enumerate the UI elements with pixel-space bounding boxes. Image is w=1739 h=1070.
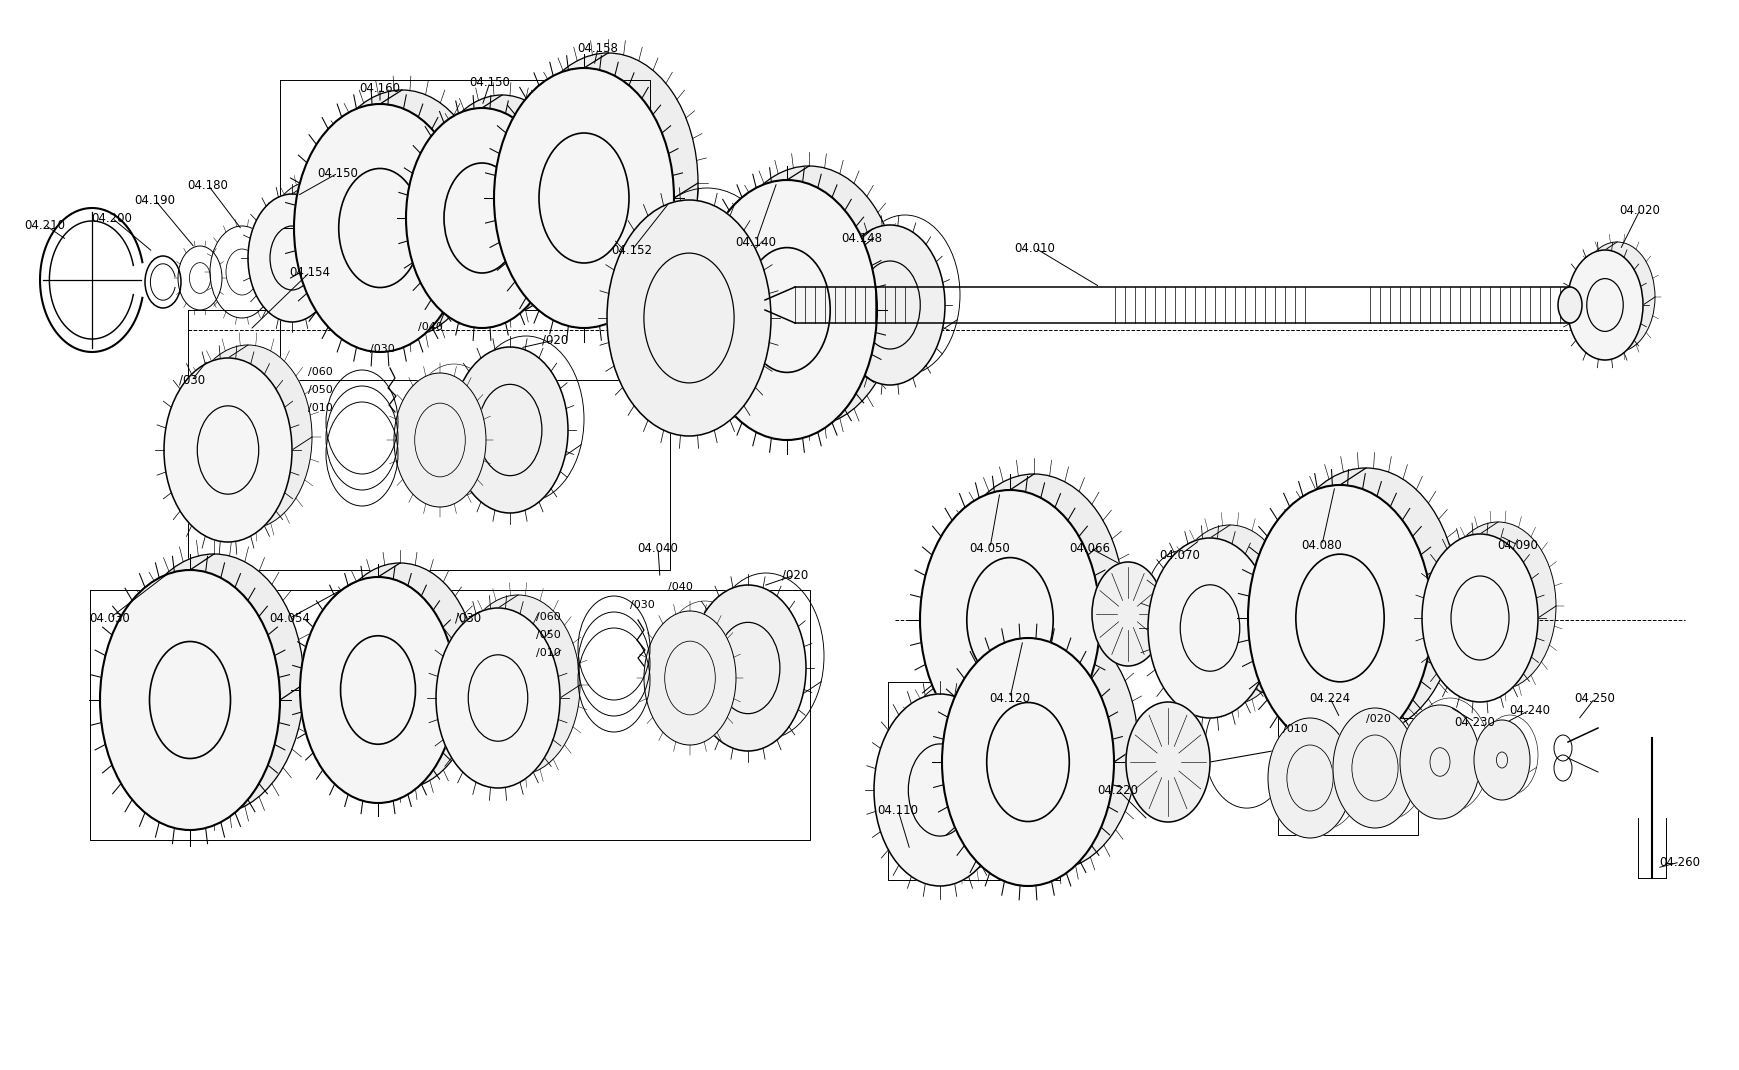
Polygon shape [184,345,311,529]
Text: 04.080: 04.080 [1301,538,1341,551]
Text: 04.054: 04.054 [270,611,310,625]
Polygon shape [1440,522,1555,690]
Text: /060: /060 [308,367,332,377]
Polygon shape [718,166,899,426]
Polygon shape [1092,562,1163,666]
Text: 04.200: 04.200 [92,212,132,225]
Polygon shape [1167,525,1292,705]
Text: 04.150: 04.150 [318,167,358,180]
Polygon shape [965,622,1137,870]
Polygon shape [518,54,697,314]
Text: 04.110: 04.110 [876,804,918,816]
Polygon shape [1473,720,1529,800]
Polygon shape [941,638,1113,886]
Text: 04.050: 04.050 [969,541,1010,554]
Polygon shape [294,104,466,352]
Polygon shape [426,95,577,315]
Polygon shape [1400,705,1480,819]
Text: 04.260: 04.260 [1659,856,1699,869]
Text: 04.190: 04.190 [134,194,176,207]
Polygon shape [690,585,805,751]
Text: 04.040: 04.040 [636,541,678,554]
Text: 04.210: 04.210 [24,218,66,231]
Polygon shape [322,563,478,789]
Text: 04.230: 04.230 [1454,716,1494,729]
Polygon shape [1332,708,1416,828]
Polygon shape [436,608,560,788]
Polygon shape [494,68,673,328]
Text: /040: /040 [417,322,443,332]
Text: 04.152: 04.152 [610,244,652,257]
Text: 04.120: 04.120 [989,691,1029,704]
Polygon shape [266,182,353,310]
Polygon shape [1421,534,1537,702]
Polygon shape [643,611,736,745]
Text: 04.160: 04.160 [360,81,400,94]
Text: /010: /010 [1282,724,1306,734]
Polygon shape [1577,242,1654,352]
Polygon shape [99,570,280,830]
Polygon shape [405,108,558,328]
Polygon shape [1148,538,1271,718]
Polygon shape [299,577,456,802]
Text: 04.220: 04.220 [1097,783,1137,796]
Text: 04.154: 04.154 [289,265,330,278]
Text: /050: /050 [308,385,332,395]
Text: /030: /030 [370,343,395,354]
Polygon shape [123,554,304,814]
Text: 04.150: 04.150 [470,76,510,89]
Text: 04.010: 04.010 [1014,242,1056,255]
Polygon shape [1247,485,1431,751]
Text: /020: /020 [781,568,807,581]
Polygon shape [1567,250,1642,360]
Text: /030: /030 [454,611,480,625]
Polygon shape [697,180,876,440]
Polygon shape [920,490,1099,750]
Text: 04.070: 04.070 [1158,549,1200,562]
Text: 04.030: 04.030 [90,611,130,625]
Text: 04.240: 04.240 [1509,703,1549,717]
Text: 04.224: 04.224 [1309,691,1349,704]
Polygon shape [1268,718,1351,838]
Text: /020: /020 [541,334,569,347]
Text: 04.250: 04.250 [1574,691,1614,704]
Text: 04.090: 04.090 [1497,538,1537,551]
Polygon shape [316,90,487,338]
Ellipse shape [1556,287,1581,323]
Text: /030: /030 [179,373,205,386]
Polygon shape [1125,702,1209,822]
Text: /020: /020 [1365,714,1389,724]
Text: /010: /010 [308,403,332,413]
Polygon shape [249,194,336,322]
Text: /040: /040 [668,582,692,592]
Polygon shape [873,694,1005,886]
Text: /010: /010 [536,648,560,658]
Polygon shape [163,358,292,542]
Polygon shape [896,679,1028,871]
Text: /030: /030 [630,600,654,610]
Polygon shape [835,225,944,385]
Polygon shape [452,347,567,513]
Text: 04.180: 04.180 [188,179,228,192]
Text: 04.140: 04.140 [736,235,776,248]
Text: 04.158: 04.158 [577,42,617,55]
Text: 04.148: 04.148 [842,231,882,245]
Polygon shape [1273,468,1457,734]
Text: /050: /050 [536,630,560,640]
Text: /060: /060 [536,612,560,622]
Polygon shape [393,373,485,507]
Polygon shape [607,200,770,435]
Text: 04.066: 04.066 [1069,541,1109,554]
Polygon shape [944,474,1123,734]
Polygon shape [456,595,579,775]
Text: 04.020: 04.020 [1619,203,1659,216]
